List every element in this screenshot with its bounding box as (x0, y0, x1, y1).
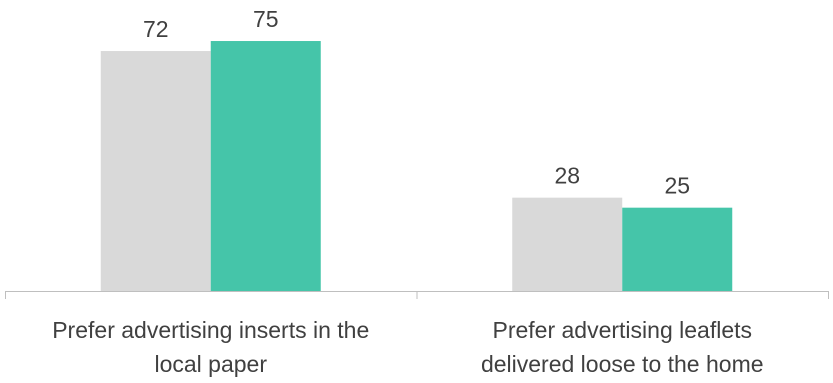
category-label-2: Prefer advertising leaflets delivered loo… (481, 317, 764, 377)
data-label-series2-cat2: 25 (664, 173, 690, 199)
data-label-series1-cat2: 28 (554, 163, 580, 189)
bars-group (100, 41, 733, 292)
x-axis (5, 291, 829, 299)
category-labels-group: Prefer advertising inserts in the local p… (52, 317, 763, 377)
bar-series1-cat1 (100, 51, 211, 291)
data-label-series2-cat1: 75 (253, 6, 279, 32)
bar-series2-cat2 (622, 207, 733, 291)
bar-series1-cat2 (512, 197, 623, 291)
bar-series2-cat1 (210, 41, 321, 292)
value-labels-group: 72 75 28 25 (143, 6, 690, 199)
category-label-1: Prefer advertising inserts in the local p… (52, 317, 369, 377)
data-label-series1-cat1: 72 (143, 16, 169, 42)
